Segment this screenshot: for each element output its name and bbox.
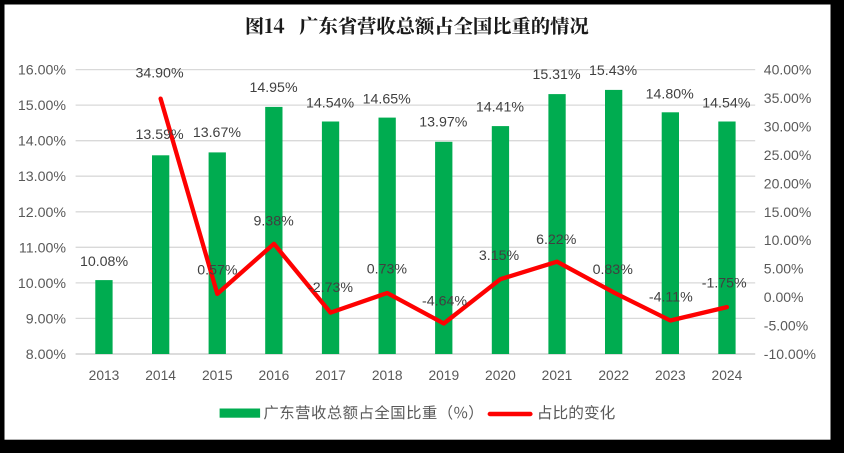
svg-text:15.00%: 15.00%: [18, 98, 67, 114]
svg-text:20.00%: 20.00%: [764, 175, 811, 191]
svg-text:14.54%: 14.54%: [306, 96, 355, 112]
svg-text:13.97%: 13.97%: [419, 114, 468, 130]
svg-text:16.00%: 16.00%: [18, 63, 67, 79]
svg-text:6.22%: 6.22%: [536, 232, 577, 248]
svg-text:2016: 2016: [259, 368, 290, 383]
svg-text:40.00%: 40.00%: [764, 62, 811, 78]
svg-text:14.00%: 14.00%: [18, 134, 67, 150]
svg-text:34.90%: 34.90%: [135, 66, 184, 82]
svg-text:-4.11%: -4.11%: [649, 290, 693, 306]
svg-text:2014: 2014: [145, 368, 176, 383]
svg-text:15.43%: 15.43%: [589, 63, 638, 79]
svg-text:13.00%: 13.00%: [18, 169, 67, 185]
svg-text:2017: 2017: [315, 368, 346, 383]
svg-text:35.00%: 35.00%: [764, 90, 811, 106]
svg-text:-4.64%: -4.64%: [422, 294, 467, 310]
svg-text:14.65%: 14.65%: [363, 91, 412, 107]
svg-text:9.38%: 9.38%: [253, 213, 294, 229]
svg-text:2013: 2013: [89, 368, 120, 383]
svg-text:11.00%: 11.00%: [19, 240, 66, 256]
svg-text:2023: 2023: [655, 368, 686, 383]
svg-text:2015: 2015: [202, 368, 233, 383]
svg-text:14.54%: 14.54%: [702, 96, 751, 112]
svg-text:30.00%: 30.00%: [764, 119, 811, 135]
svg-text:3.15%: 3.15%: [479, 248, 520, 264]
svg-text:10.08%: 10.08%: [80, 254, 129, 270]
svg-text:-1.75%: -1.75%: [702, 275, 747, 291]
svg-text:2020: 2020: [485, 368, 516, 383]
svg-text:-2.73%: -2.73%: [308, 280, 353, 296]
svg-text:10.00%: 10.00%: [18, 276, 67, 292]
svg-text:2021: 2021: [542, 368, 573, 383]
svg-text:-5.00%: -5.00%: [764, 318, 808, 334]
svg-text:14.95%: 14.95%: [249, 80, 298, 96]
svg-text:13.67%: 13.67%: [193, 125, 242, 141]
svg-text:14.41%: 14.41%: [476, 100, 525, 116]
svg-text:-10.00%: -10.00%: [764, 346, 816, 362]
svg-text:14.80%: 14.80%: [646, 86, 695, 102]
svg-text:15.31%: 15.31%: [532, 67, 581, 83]
svg-text:2022: 2022: [598, 368, 629, 383]
svg-text:8.00%: 8.00%: [26, 347, 67, 363]
svg-text:10.00%: 10.00%: [764, 232, 811, 248]
svg-text:2019: 2019: [428, 368, 459, 383]
svg-text:15.00%: 15.00%: [764, 204, 811, 220]
svg-text:0.57%: 0.57%: [197, 262, 238, 278]
svg-text:5.00%: 5.00%: [764, 261, 804, 277]
svg-text:2018: 2018: [372, 368, 403, 383]
svg-text:25.00%: 25.00%: [764, 147, 811, 163]
svg-text:13.59%: 13.59%: [136, 127, 185, 143]
svg-text:0.00%: 0.00%: [764, 289, 804, 305]
svg-text:9.00%: 9.00%: [26, 311, 67, 327]
svg-text:0.73%: 0.73%: [367, 261, 408, 277]
svg-text:12.00%: 12.00%: [18, 205, 67, 221]
svg-text:2024: 2024: [712, 368, 743, 383]
svg-text:0.83%: 0.83%: [593, 262, 634, 278]
